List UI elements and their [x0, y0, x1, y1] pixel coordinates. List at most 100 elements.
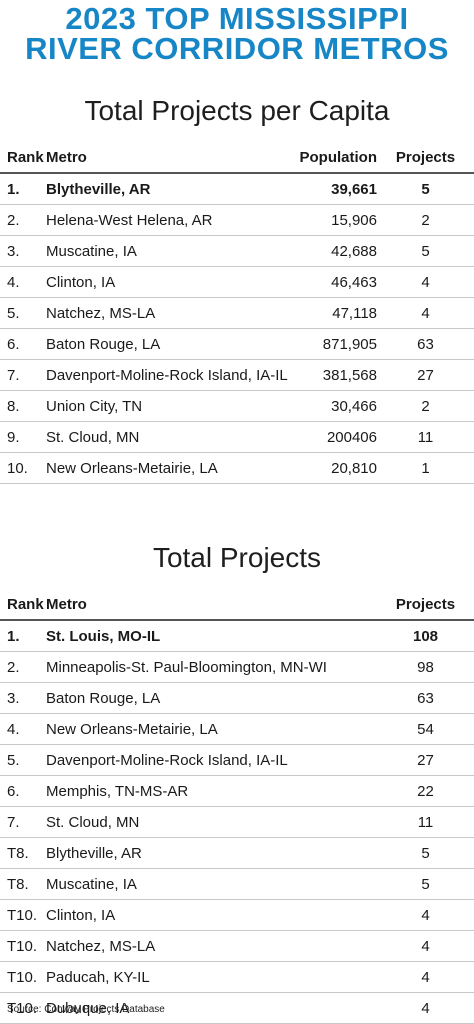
metro-cell: Minneapolis-St. Paul-Bloomington, MN-WI — [46, 651, 377, 683]
table-row: 6. Memphis, TN-MS-AR 22 — [0, 775, 474, 807]
metro-cell: Natchez, MS-LA — [46, 297, 291, 329]
rank-cell: 4. — [0, 713, 46, 745]
projects-cell: 4 — [377, 961, 474, 993]
rank-header: Rank — [0, 142, 46, 174]
projects-cell: 4 — [377, 899, 474, 931]
projects-cell: 11 — [377, 421, 474, 453]
table-row: 2. Helena-West Helena, AR 15,906 2 — [0, 204, 474, 236]
projects-cell: 5 — [377, 235, 474, 267]
rank-cell: 9. — [0, 421, 46, 453]
population-cell: 381,568 — [291, 359, 377, 391]
per-capita-section-title: Total Projects per Capita — [84, 95, 390, 126]
rank-cell: 4. — [0, 266, 46, 298]
rank-header: Rank — [0, 589, 46, 621]
table-row: 7. Davenport-Moline-Rock Island, IA-IL 381… — [0, 359, 474, 391]
metro-cell: St. Louis, MO-IL — [46, 620, 377, 652]
metro-cell: Blytheville, AR — [46, 837, 377, 869]
population-cell: 30,466 — [291, 390, 377, 422]
table-row: T8. Muscatine, IA 5 — [0, 868, 474, 900]
table-row: 5. Natchez, MS-LA 47,118 4 — [0, 297, 474, 329]
metro-header: Metro — [46, 589, 377, 621]
rank-cell: 2. — [0, 204, 46, 236]
metro-cell: Baton Rouge, LA — [46, 682, 377, 714]
population-cell: 20,810 — [291, 452, 377, 484]
table-row: T10. Natchez, MS-LA 4 — [0, 930, 474, 962]
rank-cell: 6. — [0, 328, 46, 360]
metro-cell: Davenport-Moline-Rock Island, IA-IL — [46, 359, 291, 391]
metro-cell: St. Cloud, MN — [46, 421, 291, 453]
table-row: 2. Minneapolis-St. Paul-Bloomington, MN-W… — [0, 651, 474, 683]
table-row: 1. St. Louis, MO-IL 108 — [0, 620, 474, 652]
rank-cell: T8. — [0, 868, 46, 900]
metro-cell: Helena-West Helena, AR — [46, 204, 291, 236]
metro-cell: Natchez, MS-LA — [46, 930, 377, 962]
rank-cell: 3. — [0, 235, 46, 267]
table-header-row: Rank Metro Population Projects — [0, 142, 474, 174]
projects-cell: 5 — [377, 173, 474, 205]
table-header-row: Rank Metro Projects — [0, 589, 474, 621]
population-cell: 200406 — [291, 421, 377, 453]
per-capita-table: Rank Metro Population Projects 1. Blythev… — [0, 142, 474, 484]
population-cell: 47,118 — [291, 297, 377, 329]
population-cell: 871,905 — [291, 328, 377, 360]
total-projects-table-body: 1. St. Louis, MO-IL 108 2. Minneapolis-St. P… — [0, 620, 474, 1024]
rank-cell: 10. — [0, 452, 46, 484]
metro-cell: Clinton, IA — [46, 899, 377, 931]
projects-cell: 2 — [377, 204, 474, 236]
projects-cell: 98 — [377, 651, 474, 683]
projects-cell: 2 — [377, 390, 474, 422]
projects-cell: 11 — [377, 806, 474, 838]
population-cell: 39,661 — [291, 173, 377, 205]
projects-header: Projects — [377, 589, 474, 621]
metro-cell: New Orleans-Metairie, LA — [46, 452, 291, 484]
metro-cell: Muscatine, IA — [46, 868, 377, 900]
table-row: 1. Blytheville, AR 39,661 5 — [0, 173, 474, 205]
metro-cell: Paducah, KY-IL — [46, 961, 377, 993]
metro-cell: Union City, TN — [46, 390, 291, 422]
projects-cell: 4 — [377, 930, 474, 962]
table-row: 8. Union City, TN 30,466 2 — [0, 390, 474, 422]
metro-cell: Davenport-Moline-Rock Island, IA-IL — [46, 744, 377, 776]
main-title: 2023 TOP MISSISSIPPI RIVER CORRIDOR METR… — [0, 0, 474, 64]
projects-header: Projects — [377, 142, 474, 174]
projects-cell: 63 — [377, 682, 474, 714]
rank-cell: 5. — [0, 297, 46, 329]
rank-cell: 6. — [0, 775, 46, 807]
table-row: 4. New Orleans-Metairie, LA 54 — [0, 713, 474, 745]
projects-cell: 27 — [377, 744, 474, 776]
rank-cell: 7. — [0, 806, 46, 838]
projects-cell: 5 — [377, 868, 474, 900]
main-title-line-1: 2023 TOP MISSISSIPPI — [65, 1, 409, 36]
table-row: 7. St. Cloud, MN 11 — [0, 806, 474, 838]
rank-cell: T8. — [0, 837, 46, 869]
rank-cell: 5. — [0, 744, 46, 776]
projects-cell: 27 — [377, 359, 474, 391]
table-row: 9. St. Cloud, MN 200406 11 — [0, 421, 474, 453]
projects-cell: 108 — [377, 620, 474, 652]
population-cell: 42,688 — [291, 235, 377, 267]
rank-cell: 7. — [0, 359, 46, 391]
rank-cell: 1. — [0, 173, 46, 205]
table-row: 3. Baton Rouge, LA 63 — [0, 682, 474, 714]
table-row: 4. Clinton, IA 46,463 4 — [0, 266, 474, 298]
table-row: 5. Davenport-Moline-Rock Island, IA-IL 27 — [0, 744, 474, 776]
population-header: Population — [291, 142, 377, 174]
metro-cell: Clinton, IA — [46, 266, 291, 298]
projects-cell: 4 — [377, 266, 474, 298]
per-capita-table-body: 1. Blytheville, AR 39,661 5 2. Helena-West He… — [0, 173, 474, 484]
projects-cell: 22 — [377, 775, 474, 807]
rank-cell: 3. — [0, 682, 46, 714]
projects-cell: 54 — [377, 713, 474, 745]
metro-cell: St. Cloud, MN — [46, 806, 377, 838]
metro-cell: Baton Rouge, LA — [46, 328, 291, 360]
total-projects-table: Rank Metro Projects 1. St. Louis, MO-IL 10… — [0, 589, 474, 1024]
table-row: T10. Clinton, IA 4 — [0, 899, 474, 931]
projects-cell: 1 — [377, 452, 474, 484]
projects-cell: 4 — [377, 297, 474, 329]
total-projects-section-title: Total Projects — [152, 542, 322, 573]
main-title-line-2: RIVER CORRIDOR METROS — [25, 31, 449, 66]
table-row: 10. New Orleans-Metairie, LA 20,810 1 — [0, 452, 474, 484]
rank-cell: T10. — [0, 899, 46, 931]
population-cell: 46,463 — [291, 266, 377, 298]
rank-cell: T10. — [0, 930, 46, 962]
